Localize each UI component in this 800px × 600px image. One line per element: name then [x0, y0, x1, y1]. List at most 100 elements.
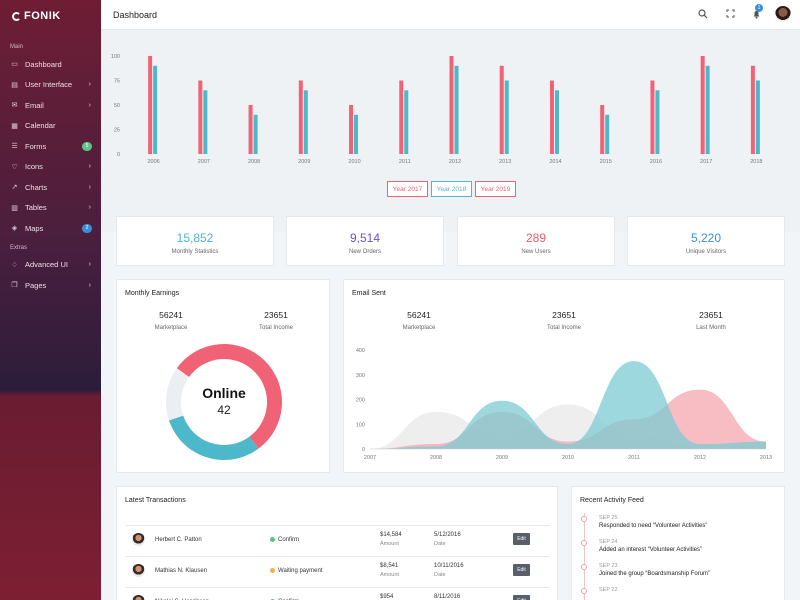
x-tick-label: 2006 [147, 159, 159, 165]
amount-label: Amount [380, 541, 399, 547]
sidebar-item-label: Advanced UI [25, 260, 68, 270]
email-value: 23651 [552, 310, 576, 320]
activity-text: Responded to need “Volunteer Activities” [599, 523, 708, 529]
earnings-label: Total Income [258, 325, 294, 331]
stat-card: 15,852 Monthly Statistics [116, 216, 274, 266]
y-tick-label: 200 [356, 398, 365, 404]
monitor-icon: ▭ [11, 61, 18, 69]
sidebar-item-icons[interactable]: ♡ Icons › [0, 157, 101, 178]
logo-icon [12, 11, 21, 21]
sidebar-item-label: Dashboard [25, 59, 62, 69]
bar [449, 56, 454, 154]
sidebar-item-calendar[interactable]: ▦ Calendar [0, 116, 101, 137]
date-label: Date [434, 572, 446, 578]
bar [600, 105, 605, 154]
y-tick-label: 300 [356, 373, 365, 379]
stat-label: Unique Visitors [685, 249, 727, 255]
fullscreen-icon[interactable] [726, 9, 735, 21]
email-value: 56241 [407, 310, 431, 320]
email-label: Total Income [546, 325, 582, 331]
x-tick-label: 2010 [348, 159, 360, 165]
sidebar-item-pages[interactable]: ❐ Pages › [0, 275, 101, 296]
brand-logo[interactable]: FONIK [0, 0, 101, 32]
activity-date: SEP 23 [599, 563, 618, 569]
legend-toggle-button[interactable]: Year 2017 [387, 181, 428, 197]
area-series [370, 361, 766, 449]
donut-title: Online [202, 385, 246, 401]
page-title: Dashboard [113, 9, 158, 20]
date-value: 8/11/2016 [434, 594, 461, 600]
sidebar-item-dashboard[interactable]: ▭ Dashboard [0, 54, 101, 75]
activity-text: Added an interest “Volunteer Activities” [599, 547, 703, 553]
sidebar-item-label: User Interface [25, 80, 73, 90]
amount-cell: $14,584 Amount [380, 532, 402, 547]
edit-button[interactable]: Edit [513, 533, 530, 545]
sidebar-item-user-interface[interactable]: ▤ User Interface › [0, 75, 101, 96]
stat-label: New Orders [348, 249, 381, 255]
date-label: Date [434, 541, 446, 547]
stat-label: Monthly Statistics [171, 249, 219, 255]
form-icon: ☰ [11, 143, 18, 151]
edit-button[interactable]: Edit [513, 564, 530, 576]
x-tick-label: 2008 [430, 455, 442, 461]
legend-toggle-button[interactable]: Year 2018 [431, 181, 472, 197]
user-avatar[interactable] [775, 6, 791, 22]
bar [454, 65, 459, 154]
mail-icon: ✉ [11, 102, 18, 110]
bar-chart: 0 25 50 75 100 2006 2007 2008 2009 2010 2011 2012 20… [111, 54, 763, 165]
sidebar-item-advanced-ui[interactable]: ♢ Advanced UI › [0, 255, 101, 276]
activity-date: SEP 24 [599, 539, 618, 545]
stat-card: 289 New Users [457, 216, 615, 266]
donut-chart [166, 344, 282, 460]
stat-card: 5,220 Unique Visitors [627, 216, 785, 266]
status-dot [270, 568, 275, 573]
y-tick-label: 75 [114, 79, 120, 85]
amount-cell: $8,541 Amount [380, 563, 399, 578]
table-row: Nikolaj S. HenriksenConfirm$954Amount8/1… [126, 587, 550, 600]
sidebar-item-maps[interactable]: ◈ Maps 2 [0, 218, 101, 239]
chevron-right-icon: › [88, 101, 91, 109]
heart-icon: ♡ [11, 163, 18, 171]
donut-slice [168, 415, 259, 460]
chevron-right-icon: › [88, 163, 91, 171]
card-title: Recent Activity Feed [580, 497, 644, 504]
legend-toggle-button[interactable]: Year 2019 [475, 181, 516, 197]
amount-value: $954 [380, 594, 394, 600]
bar [499, 65, 504, 154]
y-tick-label: 0 [362, 447, 365, 453]
bar [750, 65, 755, 154]
edit-button[interactable]: Edit [513, 595, 530, 600]
email-sent-card: Email Sent 56241 Marketplace 23651 Total… [343, 279, 785, 473]
bar [303, 90, 308, 154]
date-cell: 5/12/2016 Date [434, 532, 461, 547]
amount-label: Amount [380, 572, 399, 578]
sidebar-item-tables[interactable]: ▥ Tables › [0, 198, 101, 219]
stat-value: 15,852 [176, 231, 214, 245]
sidebar-item-charts[interactable]: ↗ Charts › [0, 177, 101, 198]
y-tick-label: 100 [356, 422, 365, 428]
bar [700, 56, 705, 154]
amount-cell: $954Amount [380, 594, 399, 600]
avatar [132, 595, 145, 600]
bar [705, 65, 710, 154]
stat-card: 9,514 New Orders [286, 216, 444, 266]
customer-name: Herbert C. Patton [155, 537, 202, 543]
activity-item: SEP 22 [599, 587, 618, 595]
bar [404, 90, 409, 154]
area-chart: 0 100 200 300 400 2007 2008 2009 2010 2011 2012 201… [356, 348, 772, 461]
search-icon[interactable] [698, 9, 708, 22]
sidebar-item-forms[interactable]: ☰ Forms 5 [0, 136, 101, 157]
bell-icon[interactable] [752, 9, 761, 22]
customer-name: Mathias N. Klausen [155, 568, 208, 574]
sidebar-item-label: Email [25, 100, 44, 110]
topbar: Dashboard 1 [101, 0, 800, 30]
bar [655, 90, 660, 154]
sidebar: FONIK Main ▭ Dashboard ▤ User Interface › ✉ Em… [0, 0, 101, 600]
pages-icon: ❐ [11, 282, 18, 290]
x-tick-label: 2007 [198, 159, 210, 165]
bar [148, 56, 153, 154]
activity-date: SEP 25 [599, 515, 618, 521]
sidebar-item-email[interactable]: ✉ Email › [0, 95, 101, 116]
x-tick-label: 2009 [496, 455, 508, 461]
bar [153, 65, 158, 154]
